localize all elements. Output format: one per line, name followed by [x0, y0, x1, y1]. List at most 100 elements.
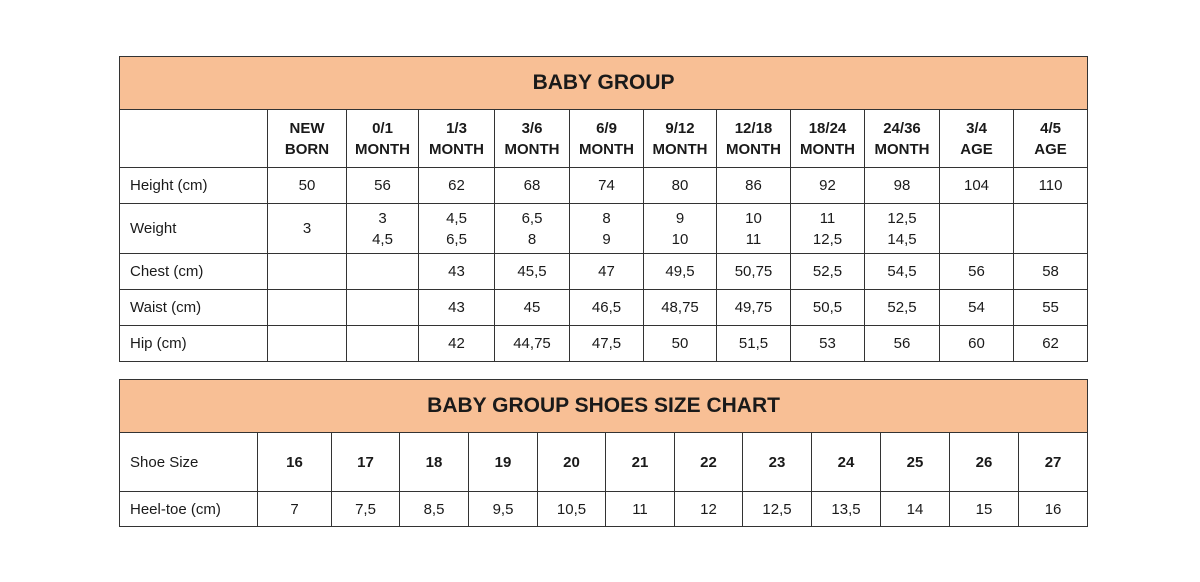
table-cell: 86: [716, 167, 791, 204]
cell-value: 50,75: [734, 263, 773, 280]
cell-value: 8: [602, 209, 611, 227]
column-header: 6/9 MONTH: [569, 109, 644, 168]
cell-value: 49,5: [665, 263, 695, 280]
table-cell: 60: [939, 325, 1014, 362]
column-header-line: 4/5: [1040, 119, 1061, 137]
table-cell: 62: [418, 167, 495, 204]
shoe-size-cell: 22: [674, 432, 743, 492]
table-cell: 45: [494, 289, 570, 326]
cell-value: 53: [819, 335, 836, 352]
cell-value: 43: [448, 299, 465, 316]
table-cell: [267, 289, 347, 326]
column-header-line: 3/6: [521, 119, 543, 137]
table-cell: 51,5: [716, 325, 791, 362]
shoe-chart-title: BABY GROUP SHOES SIZE CHART: [118, 379, 1089, 433]
shoe-size-cell: 17: [331, 432, 400, 492]
column-header-line: MONTH: [800, 140, 855, 158]
shoe-size-cell: 16: [257, 432, 332, 492]
table-cell: [346, 325, 419, 362]
cell-value: 54: [968, 299, 985, 316]
column-header-line: AGE: [1034, 140, 1067, 158]
table-row: Weight 3 3 4,5 4,5 6,5 6,5 8 8 9 9 10 10 11 11 12,5 12,5…: [119, 203, 1089, 254]
table-row: Chest (cm) 43 45,5 47 49,5 50,75 52,5 54,5 56 58: [119, 253, 1089, 290]
cell-value: 55: [1042, 299, 1059, 316]
column-header: NEW BORN: [267, 109, 347, 168]
column-header-line: MONTH: [652, 140, 708, 158]
baby-size-chart: BABY GROUP NEW BORN 0/1 MONTH 1/3 MONTH 3/6 MON…: [118, 56, 1089, 362]
table-cell: 47: [569, 253, 644, 290]
cell-value: 45: [523, 299, 541, 316]
table-cell: 53: [790, 325, 865, 362]
cell-value: 50,5: [812, 299, 843, 316]
cell-value: 62: [448, 177, 465, 194]
column-header-line: 9/12: [665, 119, 695, 137]
table-cell: 6,5 8: [494, 203, 570, 254]
cell-value: 51,5: [738, 335, 769, 352]
heel-toe-cell: 9,5: [468, 491, 538, 527]
table-cell: 46,5: [569, 289, 644, 326]
table-cell: 42: [418, 325, 495, 362]
row-label: Height (cm): [119, 167, 268, 204]
heel-toe-cell: 8,5: [399, 491, 469, 527]
table-cell: 45,5: [494, 253, 570, 290]
table-cell: 47,5: [569, 325, 644, 362]
column-header-line: MONTH: [874, 140, 930, 158]
cell-value: 9: [675, 209, 685, 227]
cell-value: 52,5: [887, 299, 917, 316]
table-cell: 50: [643, 325, 717, 362]
heel-toe-cell: 13,5: [811, 491, 881, 527]
cell-value: 52,5: [812, 263, 843, 280]
cell-value: 9: [602, 230, 611, 248]
column-header-line: 6/9: [596, 119, 617, 137]
column-header-line: MONTH: [429, 140, 484, 158]
table-cell: 80: [643, 167, 717, 204]
table-cell: [267, 325, 347, 362]
cell-value: 3: [378, 209, 387, 227]
table-cell: 56: [939, 253, 1014, 290]
cell-value: 74: [598, 177, 615, 194]
cell-value: 48,75: [661, 299, 699, 316]
column-header-line: AGE: [960, 140, 993, 158]
cell-value: 6,5: [521, 209, 543, 227]
cell-value: 54,5: [887, 263, 917, 280]
table-cell: 55: [1012, 289, 1089, 326]
column-header-line: MONTH: [726, 140, 781, 158]
cell-value: 56: [893, 335, 911, 352]
table-cell: 9 10: [643, 203, 717, 254]
cell-value: 110: [1038, 177, 1063, 194]
cell-value: 11: [819, 209, 836, 227]
cell-value: 104: [963, 177, 990, 194]
cell-value: 47: [598, 263, 615, 280]
shoe-size-cell: 20: [537, 432, 606, 492]
table-cell: [346, 289, 419, 326]
table-cell: 54: [939, 289, 1014, 326]
cell-value: 8: [527, 230, 537, 248]
table-cell: 43: [418, 253, 495, 290]
shoe-size-cell: 23: [742, 432, 812, 492]
heel-toe-cell: 10,5: [537, 491, 606, 527]
cell-value: 68: [523, 177, 541, 194]
heel-toe-cell: 14: [880, 491, 950, 527]
cell-value: 12,5: [812, 230, 843, 248]
heel-toe-cell: 16: [1017, 491, 1089, 527]
column-header: 18/24 MONTH: [790, 109, 865, 168]
column-header-line: 3/4: [966, 119, 987, 137]
column-header-line: MONTH: [355, 140, 410, 158]
heel-toe-cell: 12,5: [742, 491, 812, 527]
cell-value: 50: [671, 335, 689, 352]
shoe-size-cell: 18: [399, 432, 469, 492]
table-cell: 50: [267, 167, 347, 204]
size-chart-title: BABY GROUP: [118, 56, 1089, 110]
shoe-size-cell: 25: [880, 432, 950, 492]
cell-value: 42: [448, 335, 465, 352]
cell-value: 4,5: [446, 209, 467, 227]
table-cell: [939, 203, 1014, 254]
table-cell: 110: [1012, 167, 1089, 204]
heel-toe-cell: 11: [605, 491, 675, 527]
table-cell: 10 11: [716, 203, 791, 254]
table-cell: 3: [267, 203, 347, 254]
shoe-size-cell: 21: [605, 432, 675, 492]
column-header-line: 0/1: [372, 119, 393, 137]
column-header-line: BORN: [284, 140, 330, 158]
